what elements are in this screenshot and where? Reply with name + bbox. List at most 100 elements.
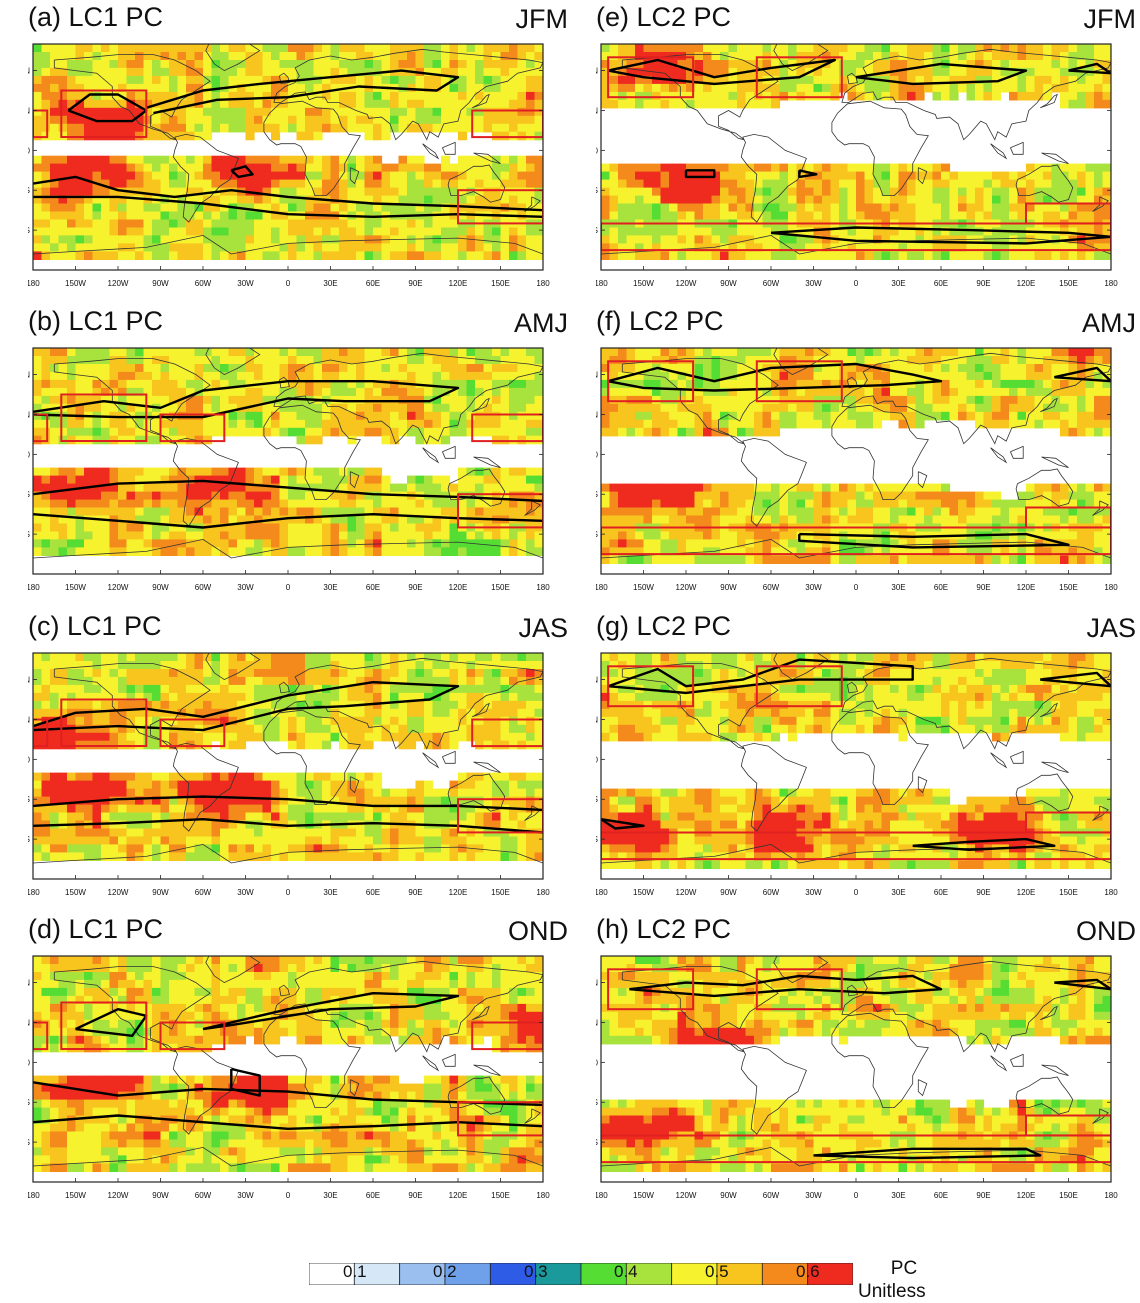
lat-tick-label: 30N (596, 716, 598, 725)
panel-season: AMJ (1082, 308, 1136, 339)
lat-tick-label: 0 (596, 1058, 599, 1067)
panel-h: (h) LC2 PC OND 60N30N030S60S180150W120W9… (596, 914, 1136, 1214)
lon-tick-label: 30W (237, 1191, 254, 1200)
lat-tick-label: 30S (596, 490, 598, 499)
lon-tick-label: 0 (854, 279, 859, 288)
lon-tick-label: 30W (805, 279, 822, 288)
lat-tick-label: 0 (28, 450, 31, 459)
lon-tick-label: 150E (1059, 888, 1078, 897)
colorbar-tick-label: 0.6 (796, 1262, 820, 1282)
lat-tick-label: 30S (28, 186, 30, 195)
lon-tick-label: 0 (286, 1191, 291, 1200)
lon-tick-label: 120E (1017, 583, 1036, 592)
lon-tick-label: 60W (763, 583, 780, 592)
lon-tick-label: 120W (676, 1191, 697, 1200)
lon-tick-label: 30E (323, 583, 337, 592)
lat-tick-label: 60S (28, 226, 30, 235)
lat-tick-label: 60S (596, 226, 598, 235)
map-lc2-ond: 60N30N030S60S180150W120W90W60W30W030E60E… (596, 954, 1136, 1214)
lon-tick-label: 180 (28, 1191, 40, 1200)
lon-tick-label: 180 (596, 279, 608, 288)
lat-tick-label: 60N (596, 676, 598, 685)
lat-tick-label: 30S (28, 1098, 30, 1107)
lon-tick-label: 60E (934, 1191, 948, 1200)
lon-tick-label: 90W (720, 583, 737, 592)
lon-tick-label: 30W (237, 888, 254, 897)
field-layer (601, 651, 1112, 879)
lat-tick-label: 0 (28, 755, 31, 764)
lat-tick-label: 30S (596, 795, 598, 804)
lon-tick-label: 180 (596, 888, 608, 897)
lon-tick-label: 30W (805, 888, 822, 897)
lon-tick-label: 30E (891, 279, 905, 288)
colorbar-tick-label: 0.5 (705, 1262, 729, 1282)
map-lc1-jfm: 60N30N030S60S180150W120W90W60W30W030E60E… (28, 42, 568, 302)
lon-tick-label: 30W (237, 279, 254, 288)
colorbar-title: PC (868, 1258, 940, 1280)
lon-tick-label: 60W (763, 279, 780, 288)
lon-tick-label: 0 (854, 1191, 859, 1200)
panel-season: JAS (518, 613, 568, 644)
lon-tick-label: 90W (152, 1191, 169, 1200)
lat-tick-label: 30S (596, 1098, 598, 1107)
lon-tick-label: 180 (28, 279, 40, 288)
lon-tick-label: 60E (366, 279, 380, 288)
panel-season: JFM (516, 4, 568, 35)
lon-tick-label: 30E (891, 583, 905, 592)
lon-tick-label: 150W (65, 888, 86, 897)
lon-tick-label: 120E (449, 888, 468, 897)
panel-title: (b) LC1 PC (28, 306, 163, 337)
lon-tick-label: 90W (720, 1191, 737, 1200)
colorbar (309, 1263, 853, 1285)
panel-season: JAS (1086, 613, 1136, 644)
lon-tick-label: 150W (633, 1191, 654, 1200)
lon-tick-label: 150E (1059, 1191, 1078, 1200)
lon-tick-label: 30E (323, 279, 337, 288)
lon-tick-label: 180 (536, 583, 550, 592)
lon-tick-label: 90E (976, 279, 990, 288)
lon-tick-label: 180 (596, 583, 608, 592)
lon-tick-label: 120E (449, 1191, 468, 1200)
lon-tick-label: 0 (854, 583, 859, 592)
lon-tick-label: 180 (1104, 888, 1118, 897)
lon-tick-label: 0 (286, 583, 291, 592)
panel-season: OND (1076, 916, 1136, 947)
lon-tick-label: 150E (1059, 583, 1078, 592)
lon-tick-label: 90E (408, 583, 422, 592)
panel-title: (f) LC2 PC (596, 306, 724, 337)
lon-tick-label: 120W (108, 888, 129, 897)
panel-title: (e) LC2 PC (596, 2, 731, 33)
map-lc1-jas: 60N30N030S60S180150W120W90W60W30W030E60E… (28, 651, 568, 911)
lon-tick-label: 60W (195, 279, 212, 288)
lon-tick-label: 120W (108, 279, 129, 288)
lon-tick-label: 90W (720, 888, 737, 897)
lon-tick-label: 120W (108, 1191, 129, 1200)
lat-tick-label: 30S (28, 490, 30, 499)
field-layer (33, 651, 544, 879)
colorbar-unit: Unitless (858, 1281, 926, 1303)
panel-title: (a) LC1 PC (28, 2, 163, 33)
lat-tick-label: 0 (28, 1058, 31, 1067)
lon-tick-label: 90E (976, 1191, 990, 1200)
lon-tick-label: 150E (1059, 279, 1078, 288)
colorbar-tick-label: 0.2 (433, 1262, 457, 1282)
lon-tick-label: 30W (805, 583, 822, 592)
lon-tick-label: 150E (491, 279, 510, 288)
field-layer (33, 346, 544, 574)
lon-tick-label: 60W (195, 583, 212, 592)
lon-tick-label: 120E (1017, 1191, 1036, 1200)
panel-season: AMJ (514, 308, 568, 339)
lon-tick-label: 60E (934, 888, 948, 897)
lon-tick-label: 150W (65, 583, 86, 592)
lat-tick-label: 0 (596, 755, 599, 764)
panel-d: (d) LC1 PC OND 60N30N030S60S180150W120W9… (28, 914, 568, 1214)
panel-title: (g) LC2 PC (596, 611, 731, 642)
lon-tick-label: 60W (763, 1191, 780, 1200)
lon-tick-label: 30E (891, 888, 905, 897)
field-layer (601, 42, 1112, 270)
panel-f: (f) LC2 PC AMJ 60N30N030S60S180150W120W9… (596, 306, 1136, 606)
lon-tick-label: 150E (491, 583, 510, 592)
lon-tick-label: 120W (676, 888, 697, 897)
lat-tick-label: 60S (596, 835, 598, 844)
panel-c: (c) LC1 PC JAS 60N30N030S60S180150W120W9… (28, 611, 568, 911)
